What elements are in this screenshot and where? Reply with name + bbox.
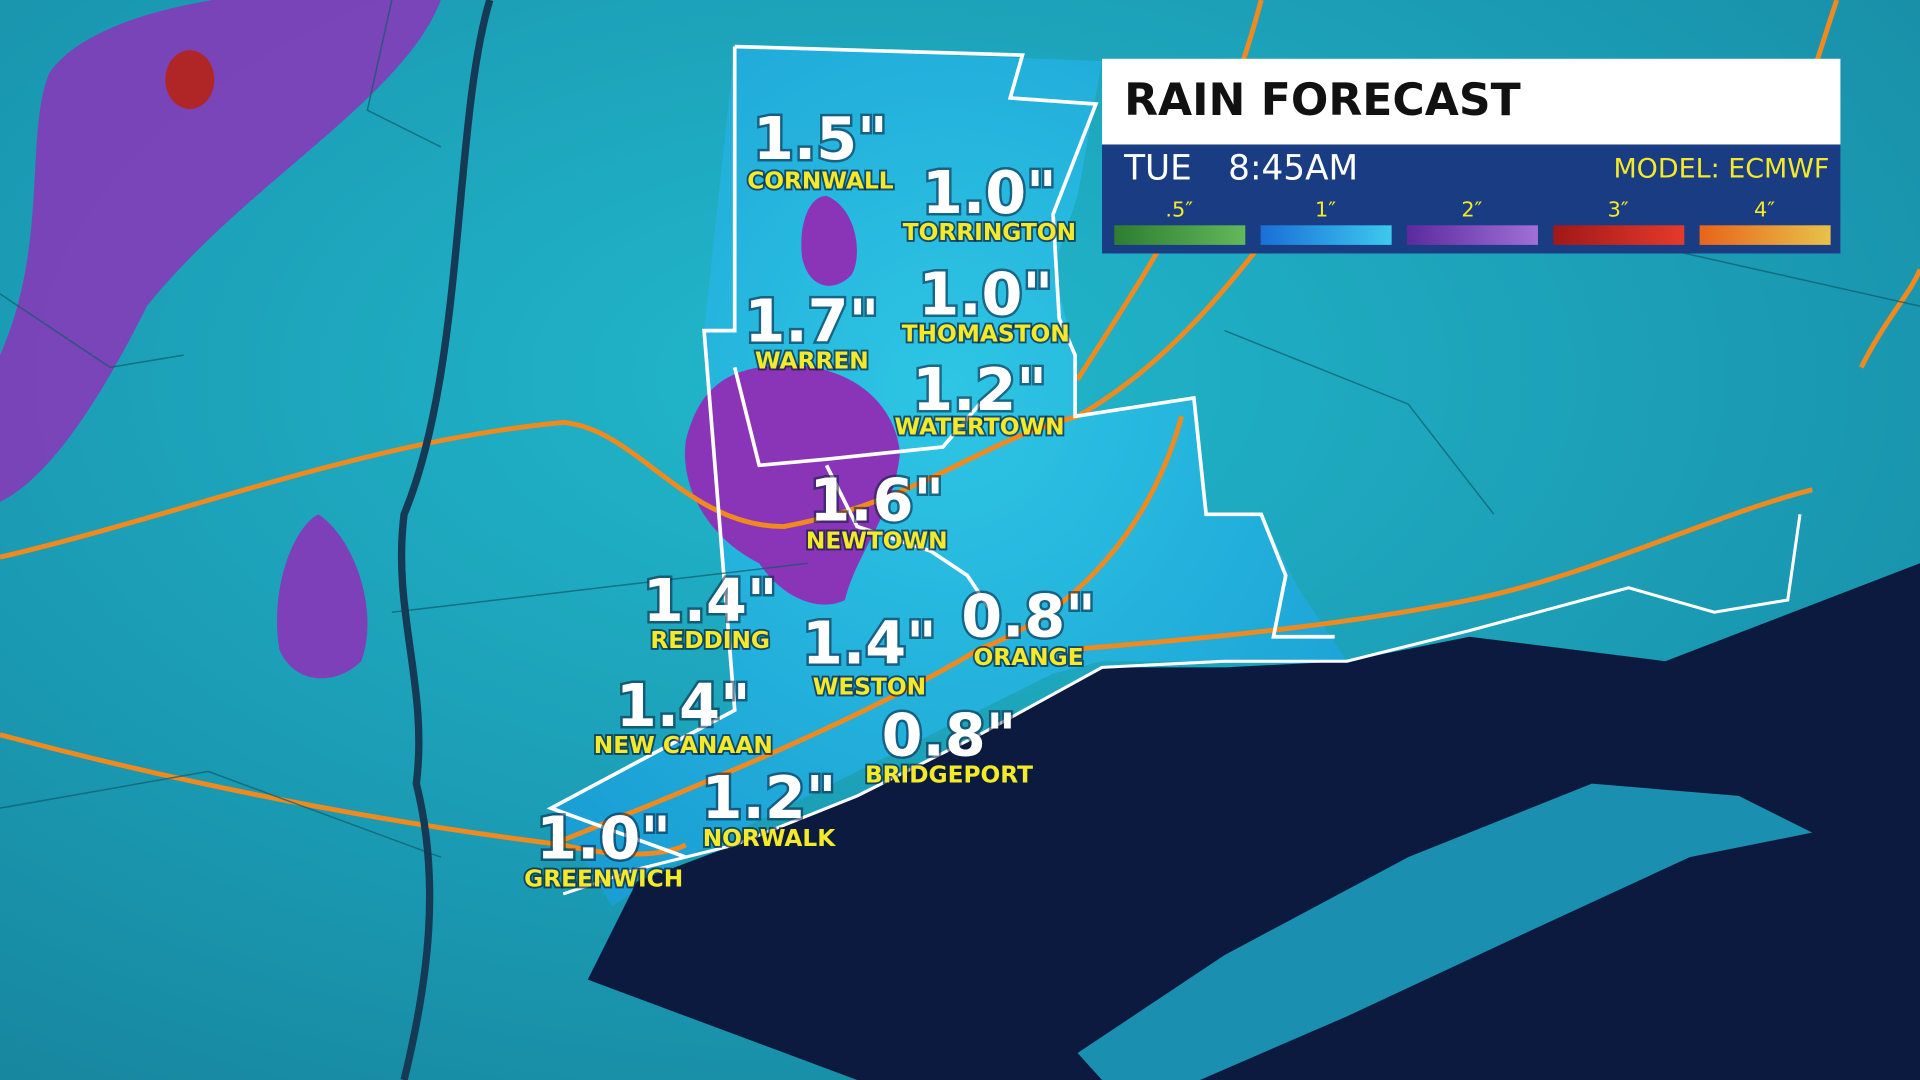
header-title-box (1102, 58, 1841, 145)
location-name: NEW CANAAN (594, 732, 773, 759)
legend-label: 1″ (1315, 198, 1336, 222)
rain-amount: 1.0" (922, 158, 1057, 227)
legend-label: .5″ (1165, 198, 1193, 222)
rain-area (276, 514, 368, 679)
rain-amount: 1.7" (744, 287, 879, 356)
legend-label: 2″ (1461, 198, 1482, 222)
location-name: NORWALK (703, 825, 837, 852)
rain-area-heavy (165, 50, 215, 109)
hudson-river (397, 0, 494, 1080)
legend-swatch (1699, 225, 1831, 245)
coastline (562, 514, 1802, 896)
legend-label: 3″ (1608, 198, 1629, 222)
highway (550, 415, 1184, 848)
header-title: RAIN FORECAST (1124, 75, 1521, 126)
rain-amount: 1.5" (753, 104, 888, 173)
county-borders (546, 44, 1335, 859)
location-name: WARREN (755, 348, 869, 375)
rain-amount: 0.8" (961, 582, 1096, 651)
header-time: 8:45AM (1228, 149, 1358, 189)
legend-swatch (1406, 225, 1538, 245)
rain-amount: 1.4" (802, 609, 937, 678)
location-name: WESTON (813, 673, 926, 700)
long-island (1077, 783, 1813, 1080)
rain-amount: 1.0" (536, 803, 671, 872)
rain-amount: 1.4" (643, 566, 778, 635)
rain-amount: 1.2" (702, 763, 837, 832)
header-day: TUE (1123, 149, 1192, 189)
connecticut-fill (551, 46, 1347, 907)
location-name: REDDING (650, 627, 770, 654)
borders (0, 0, 1920, 858)
legend-swatch (1260, 225, 1392, 245)
location-name: ORANGE (974, 644, 1084, 671)
highway (1859, 268, 1920, 369)
location-name: WATERTOWN (895, 414, 1065, 441)
rain-amount: 0.8" (882, 701, 1017, 770)
location-name: CORNWALL (747, 168, 894, 195)
highway (1077, 487, 1813, 652)
highway (0, 732, 687, 857)
legend-swatch (1553, 225, 1685, 245)
rain-amount: 1.6" (809, 465, 944, 534)
legend: .5″ 1″ 2″ 3″ 4″ (1114, 198, 1831, 245)
location-name: BRIDGEPORT (865, 761, 1033, 788)
header-model: MODEL: ECMWF (1613, 154, 1829, 185)
rain-area (684, 365, 900, 605)
location-name: GREENWICH (524, 866, 683, 893)
rain-amount: 1.0" (918, 260, 1053, 329)
location-name: TORRINGTON (903, 219, 1076, 246)
location-labels: 1.5"CORNWALL 1.0"TORRINGTON1.7"WARREN1.0"… (522, 102, 1098, 895)
legend-label: 4″ (1754, 198, 1775, 222)
highway (0, 194, 1300, 560)
long-island-sound (587, 563, 1920, 1080)
location-name: THOMASTON (902, 321, 1070, 348)
rain-amount: 1.4" (616, 671, 751, 740)
rain-amount: 1.2" (912, 355, 1047, 424)
rain-area (0, 0, 441, 503)
rain-area (801, 195, 857, 286)
location-name: NEWTOWN (806, 528, 948, 555)
legend-swatch (1114, 225, 1246, 245)
